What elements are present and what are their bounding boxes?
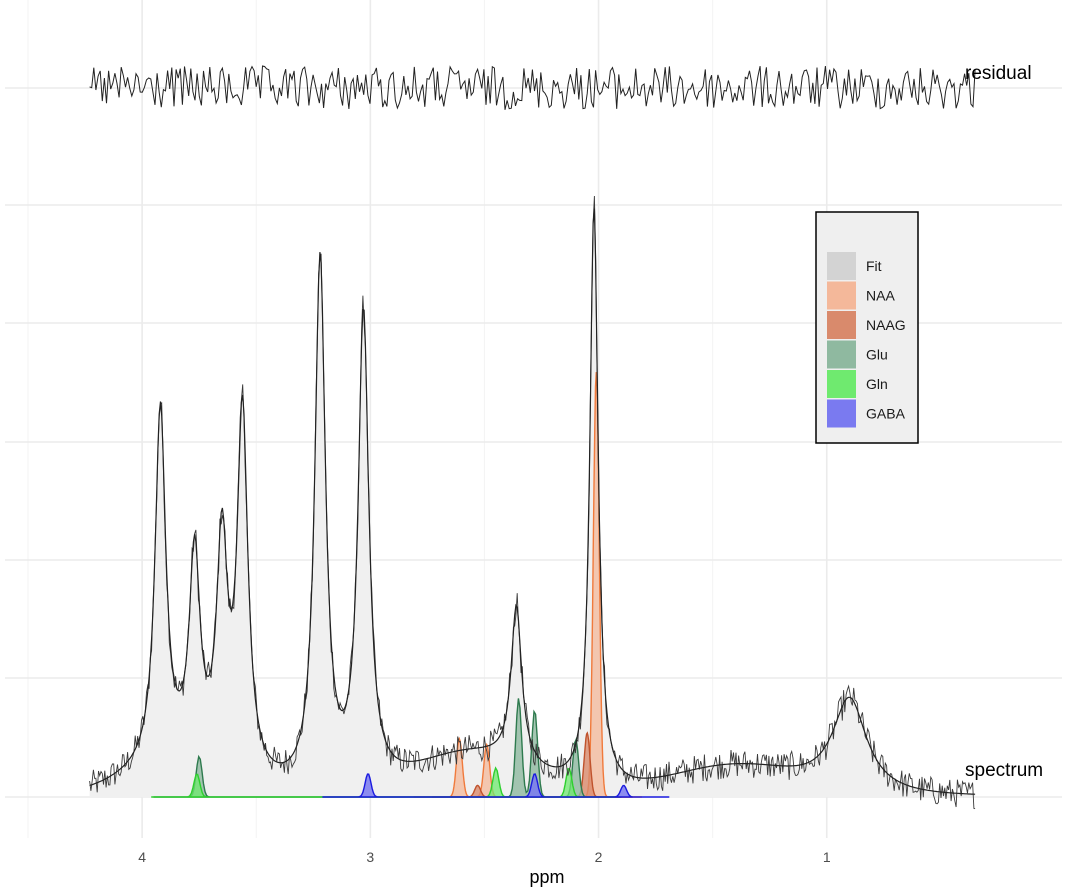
spectrum-lines [89,195,976,810]
legend-swatch-gln [827,370,856,398]
legend-label-naa: NAA [866,288,895,304]
residual-label: residual [965,63,1032,84]
x-tick-label: 3 [366,849,374,865]
spectrum-label: spectrum [965,760,1043,781]
x-tick-labels: 4 3 2 1 [138,849,831,865]
legend-label-fit: Fit [866,258,882,274]
residual-trace [89,65,976,110]
legend-swatch-gaba [827,399,856,428]
x-tick-label: 2 [595,849,603,865]
residual-line [89,65,976,110]
legend-label-gln: Gln [866,376,888,392]
x-tick-label: 4 [138,849,146,865]
legend: Fit NAA NAAG Glu Gln GABA [815,211,919,444]
metabolite-gaba-area [322,773,670,798]
legend-swatch-glu [827,340,856,369]
legend-swatch-fit [827,252,856,280]
legend-swatch-naag [827,311,856,339]
x-tick-label: 1 [823,849,831,865]
legend-label-naag: NAAG [866,317,906,333]
legend-label-glu: Glu [866,347,888,363]
x-axis-title: ppm [529,867,564,887]
fit-area-shape [89,208,976,797]
legend-swatch-naa [827,281,856,310]
legend-label-gaba: GABA [866,406,906,422]
metabolite-areas [151,372,670,798]
fit-area [89,208,976,797]
grid [5,0,1062,838]
spectrum-fit-line [89,208,976,795]
